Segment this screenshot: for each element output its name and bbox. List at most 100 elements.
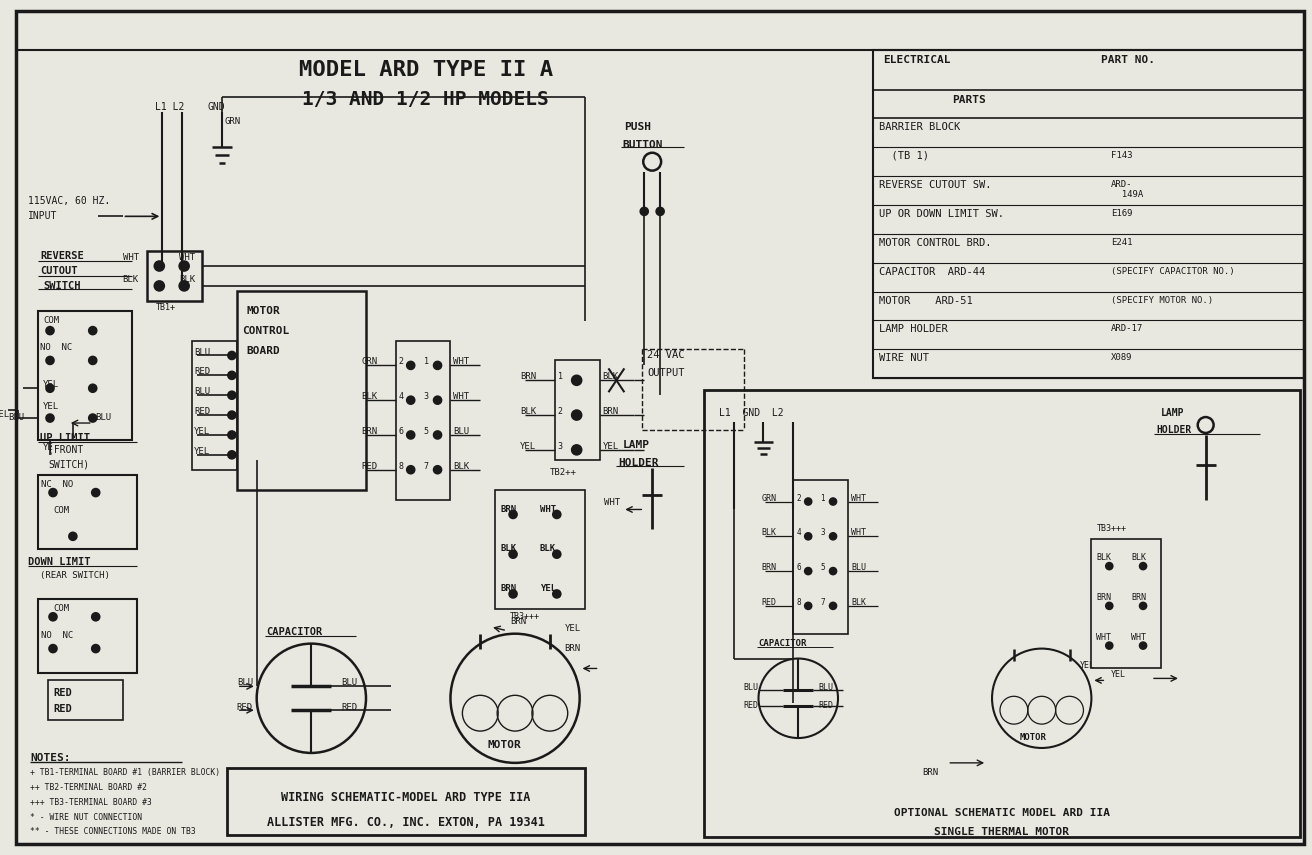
Text: YEL: YEL xyxy=(0,410,9,419)
Text: TB3+++: TB3+++ xyxy=(1097,524,1127,534)
Circle shape xyxy=(89,357,97,364)
Circle shape xyxy=(572,445,581,455)
Text: (SPECIFY CAPACITOR NO.): (SPECIFY CAPACITOR NO.) xyxy=(1111,267,1235,275)
Text: WHT: WHT xyxy=(1097,633,1111,642)
Text: BLU: BLU xyxy=(744,683,758,693)
Bar xyxy=(872,50,1304,378)
Circle shape xyxy=(228,431,236,439)
Circle shape xyxy=(407,362,415,369)
Bar xyxy=(147,251,202,301)
Circle shape xyxy=(46,327,54,334)
Text: X089: X089 xyxy=(1111,353,1132,363)
Circle shape xyxy=(1106,603,1113,610)
Text: YEL: YEL xyxy=(541,584,556,593)
Text: HOLDER: HOLDER xyxy=(1156,425,1191,435)
Text: BLK: BLK xyxy=(122,275,139,284)
Text: BRN: BRN xyxy=(602,407,619,416)
Text: 1/3 AND 1/2 HP MODELS: 1/3 AND 1/2 HP MODELS xyxy=(302,90,548,109)
Text: 115VAC, 60 HZ.: 115VAC, 60 HZ. xyxy=(28,197,110,206)
Text: YEL: YEL xyxy=(520,442,537,451)
Bar xyxy=(555,361,600,460)
Circle shape xyxy=(804,498,812,505)
Text: LAMP HOLDER: LAMP HOLDER xyxy=(879,324,947,334)
Text: 1: 1 xyxy=(558,372,563,381)
Text: WHT: WHT xyxy=(180,253,195,262)
Text: BRN: BRN xyxy=(361,427,377,436)
Text: (TB 1): (TB 1) xyxy=(879,150,929,161)
Text: 6: 6 xyxy=(399,427,404,436)
Text: RED: RED xyxy=(819,701,833,711)
Text: WHT: WHT xyxy=(454,392,470,401)
Circle shape xyxy=(407,466,415,474)
Text: 5: 5 xyxy=(424,427,429,436)
Text: 3: 3 xyxy=(558,442,563,451)
Circle shape xyxy=(552,590,560,598)
Text: NC  NO: NC NO xyxy=(41,480,73,489)
Circle shape xyxy=(180,261,189,271)
Text: 8: 8 xyxy=(796,598,800,607)
Text: BRN: BRN xyxy=(564,644,581,652)
Text: 3: 3 xyxy=(820,528,825,537)
Text: TB2++: TB2++ xyxy=(550,468,577,477)
Text: 2: 2 xyxy=(558,407,563,416)
Text: YEL: YEL xyxy=(43,402,59,411)
Circle shape xyxy=(49,645,56,652)
Circle shape xyxy=(89,414,97,422)
Text: MOTOR    ARD-51: MOTOR ARD-51 xyxy=(879,296,972,305)
Text: WHT: WHT xyxy=(541,504,556,514)
Text: GRN: GRN xyxy=(224,117,241,126)
Text: 7: 7 xyxy=(424,462,429,471)
Circle shape xyxy=(155,261,164,271)
Text: YEL: YEL xyxy=(1111,670,1126,680)
Text: BLK: BLK xyxy=(361,392,377,401)
Text: ALLISTER MFG. CO., INC. EXTON, PA 19341: ALLISTER MFG. CO., INC. EXTON, PA 19341 xyxy=(266,816,544,828)
Circle shape xyxy=(829,498,837,505)
Text: RED: RED xyxy=(361,462,377,471)
Text: L1 L2: L1 L2 xyxy=(155,102,185,112)
Text: YEL: YEL xyxy=(1080,661,1094,669)
Text: BLK: BLK xyxy=(500,545,517,553)
Circle shape xyxy=(804,533,812,540)
Text: CAPACITOR: CAPACITOR xyxy=(758,639,807,647)
Text: BLU: BLU xyxy=(237,678,253,687)
Text: YEL: YEL xyxy=(564,624,581,633)
Text: RED: RED xyxy=(761,598,777,607)
Text: WIRING SCHEMATIC-MODEL ARD TYPE IIA: WIRING SCHEMATIC-MODEL ARD TYPE IIA xyxy=(281,791,530,804)
Text: LAMP: LAMP xyxy=(622,440,649,450)
Text: WHT: WHT xyxy=(1131,633,1147,642)
Circle shape xyxy=(46,384,54,392)
Text: COM: COM xyxy=(52,506,70,516)
Bar xyxy=(1092,540,1161,669)
Circle shape xyxy=(804,603,812,610)
Bar xyxy=(192,340,237,469)
Circle shape xyxy=(228,351,236,359)
Circle shape xyxy=(552,551,560,558)
Text: BRN: BRN xyxy=(761,563,777,572)
Bar xyxy=(227,768,585,835)
Text: RED: RED xyxy=(194,368,210,376)
Bar xyxy=(38,598,138,674)
Text: E241: E241 xyxy=(1111,238,1132,246)
Text: DOWN LIMIT: DOWN LIMIT xyxy=(28,557,91,567)
Text: OUTPUT: OUTPUT xyxy=(647,369,685,379)
Text: BRN: BRN xyxy=(922,768,938,777)
Circle shape xyxy=(829,568,837,575)
Text: * - WIRE NUT CONNECTION: * - WIRE NUT CONNECTION xyxy=(30,812,142,822)
Text: BLU: BLU xyxy=(819,683,833,693)
Text: UP LIMIT: UP LIMIT xyxy=(41,433,91,443)
Circle shape xyxy=(92,645,100,652)
Circle shape xyxy=(804,568,812,575)
Text: YEL: YEL xyxy=(194,447,210,456)
Text: SWITCH: SWITCH xyxy=(43,281,80,291)
Circle shape xyxy=(433,362,442,369)
Circle shape xyxy=(92,488,100,497)
Text: F143: F143 xyxy=(1111,150,1132,160)
Text: CAPACITOR  ARD-44: CAPACITOR ARD-44 xyxy=(879,267,985,276)
Circle shape xyxy=(180,281,189,291)
Circle shape xyxy=(228,392,236,399)
Bar xyxy=(396,340,450,499)
Text: 4: 4 xyxy=(796,528,800,537)
Text: CUTOUT: CUTOUT xyxy=(41,266,77,276)
Text: WHT: WHT xyxy=(851,493,866,503)
Text: COM: COM xyxy=(43,315,59,325)
